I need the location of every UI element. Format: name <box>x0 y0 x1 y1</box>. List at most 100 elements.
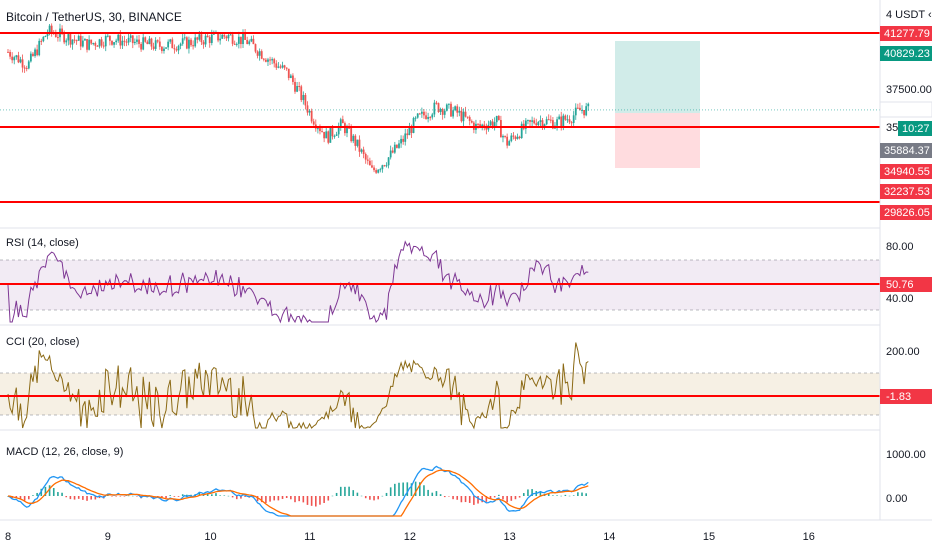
candle-body <box>406 133 409 136</box>
candle-body <box>96 45 99 47</box>
candle-body <box>398 143 400 148</box>
candle-body <box>123 40 126 42</box>
candle-body <box>373 167 375 171</box>
candle-body <box>7 51 9 53</box>
candle-body <box>285 67 288 69</box>
time-axis-label: 13 <box>504 531 516 543</box>
macd-hist-bar <box>531 489 533 496</box>
candle-body <box>223 34 226 37</box>
candle-body <box>165 47 167 49</box>
candle-body <box>40 40 43 42</box>
svg-text:34940.55: 34940.55 <box>884 166 930 178</box>
candle-body <box>529 120 531 122</box>
candle-body <box>379 169 382 171</box>
candle-body <box>389 150 392 158</box>
svg-text:35884.37: 35884.37 <box>884 145 930 157</box>
candle-body <box>69 34 72 45</box>
macd-hist-bar <box>344 486 346 496</box>
candle-body <box>271 59 274 61</box>
candle-body <box>142 37 145 50</box>
candle-body <box>94 43 97 46</box>
candle-body <box>269 59 271 61</box>
candle-body <box>435 102 438 104</box>
rsi-line <box>7 240 589 324</box>
candle-body <box>306 105 309 113</box>
macd-hist-bar <box>585 493 587 496</box>
candle-body <box>19 59 22 63</box>
candle-body <box>264 59 267 62</box>
macd-hist-bar <box>173 496 176 497</box>
candle-body <box>574 107 577 116</box>
candle-body <box>163 48 165 52</box>
candle-body <box>113 42 115 45</box>
candle-body <box>260 51 263 59</box>
macd-axis-tick-1000: 1000.00 <box>886 449 926 461</box>
time-axis-label: 12 <box>404 531 416 543</box>
candle-body <box>111 40 113 45</box>
candle-body <box>368 160 371 166</box>
candle-body <box>231 34 234 44</box>
macd-hist-bar <box>223 495 226 496</box>
candle-body <box>79 35 82 47</box>
macd-hist-bar <box>94 496 97 500</box>
price-axis-unit[interactable]: 4 USDT ‹ <box>886 9 932 21</box>
macd-hist-bar <box>111 496 113 497</box>
candle-body <box>210 34 213 43</box>
horizontal-lines[interactable] <box>0 32 880 397</box>
macd-hist-bar <box>456 496 459 500</box>
svg-text:32237.53: 32237.53 <box>884 186 930 198</box>
candle-body <box>57 37 59 39</box>
macd-hist-bar <box>260 496 263 503</box>
macd-hist-bar <box>547 493 550 496</box>
macd-hist-bar <box>23 496 26 501</box>
candle-body <box>46 32 49 37</box>
candle-body <box>244 33 246 40</box>
macd-hist-bar <box>302 496 305 503</box>
candle-body <box>308 110 311 113</box>
macd-hist-bar <box>489 496 492 499</box>
macd-hist-bar <box>44 486 47 496</box>
candle-body <box>292 75 294 82</box>
candle-body <box>356 139 359 146</box>
time-axis-label: 14 <box>603 531 615 543</box>
long-position-tool[interactable] <box>615 41 700 168</box>
candle-body <box>183 37 186 39</box>
macd-hist-bar <box>290 496 292 500</box>
candle-body <box>541 120 544 128</box>
candle-body <box>558 116 561 120</box>
candle-body <box>250 38 253 42</box>
candle-body <box>167 41 170 48</box>
candle-body <box>587 103 590 107</box>
macd-hist-bar <box>52 488 55 496</box>
macd-hist-bar <box>36 492 38 496</box>
candle-body <box>350 127 353 142</box>
candle-body <box>570 122 573 124</box>
candle-body <box>508 141 511 146</box>
candle-body <box>431 114 434 118</box>
candle-body <box>429 117 432 119</box>
candle-body <box>500 120 502 138</box>
candle-body <box>551 120 554 129</box>
candle-body <box>131 35 134 44</box>
candle-body <box>140 43 143 50</box>
candle-body <box>300 86 303 101</box>
macd-hist-bar <box>277 496 280 501</box>
candle-body <box>273 59 276 64</box>
time-axis-label: 9 <box>105 531 111 543</box>
time-axis[interactable]: 8 9 10 11 12 13 14 15 16 <box>5 531 815 543</box>
candle-body <box>466 116 469 118</box>
macd-hist-bar <box>364 496 367 499</box>
macd-hist-bar <box>552 495 554 496</box>
candle-body <box>254 44 257 52</box>
macd-hist-bar <box>389 487 392 496</box>
candle-body <box>329 127 332 143</box>
macd-hist-bar <box>165 496 167 499</box>
candle-body <box>460 110 463 122</box>
candle-body <box>462 111 465 122</box>
candle-body <box>566 119 569 121</box>
candle-body <box>346 127 348 134</box>
time-axis-label: 8 <box>5 531 11 543</box>
candle-body <box>439 108 442 112</box>
candle-body <box>400 138 402 144</box>
